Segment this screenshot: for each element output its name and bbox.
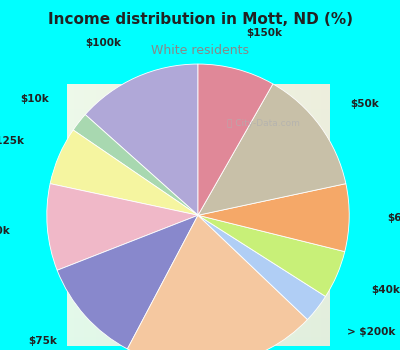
Wedge shape: [128, 215, 308, 350]
Wedge shape: [198, 215, 345, 296]
Wedge shape: [198, 215, 326, 320]
Text: $75k: $75k: [28, 336, 57, 346]
Text: $100k: $100k: [85, 38, 121, 48]
Text: Income distribution in Mott, ND (%): Income distribution in Mott, ND (%): [48, 12, 352, 27]
Text: $30k: $30k: [0, 225, 10, 236]
Text: $125k: $125k: [0, 136, 24, 146]
Text: $50k: $50k: [350, 99, 379, 108]
Wedge shape: [198, 184, 349, 252]
Text: $150k: $150k: [246, 28, 282, 37]
Wedge shape: [198, 84, 346, 215]
Wedge shape: [73, 114, 198, 215]
Text: $10k: $10k: [20, 94, 49, 104]
Text: $40k: $40k: [372, 285, 400, 295]
Wedge shape: [198, 64, 273, 215]
Text: $60k: $60k: [387, 213, 400, 223]
Text: > $200k: > $200k: [347, 327, 395, 337]
Text: White residents: White residents: [151, 44, 249, 57]
Wedge shape: [50, 130, 198, 215]
Wedge shape: [85, 64, 198, 215]
Wedge shape: [47, 184, 198, 270]
Text: Ⓡ City-Data.com: Ⓡ City-Data.com: [227, 119, 300, 128]
Wedge shape: [57, 215, 198, 349]
